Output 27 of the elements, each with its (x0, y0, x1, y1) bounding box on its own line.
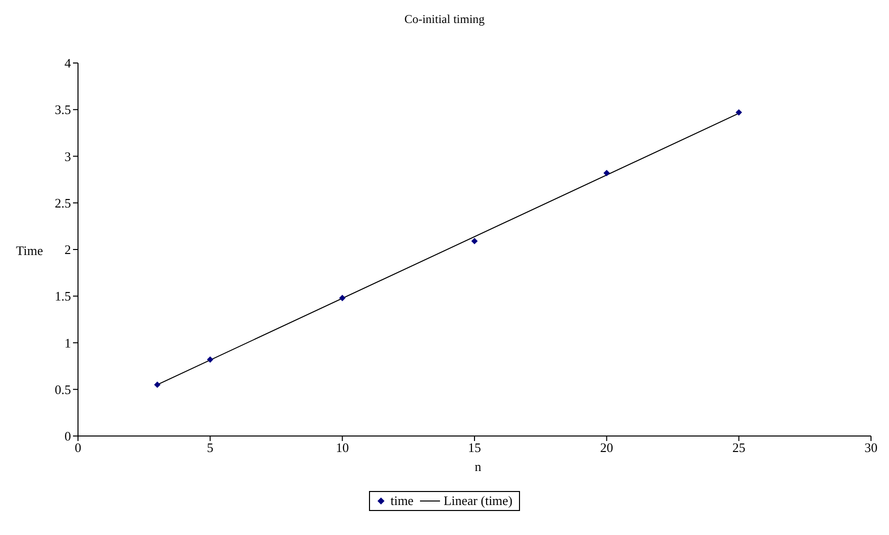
x-tick-label: 0 (74, 440, 82, 456)
x-tick-label: 25 (732, 440, 746, 456)
point (154, 382, 160, 388)
y-tick-label: 2.5 (54, 195, 71, 210)
y-tick-label: 1.5 (54, 288, 71, 304)
legend-label: Linear (time) (444, 493, 513, 509)
legend-label: time (390, 493, 414, 509)
y-axis-title: Time (16, 243, 43, 259)
x-tick-label: 10 (336, 440, 349, 456)
chart-title: Co-initial timing (403, 12, 486, 27)
x-tick-label: 5 (206, 440, 214, 456)
y-tick-label: 4 (64, 56, 72, 71)
point (339, 294, 346, 302)
x-axis-title: n (474, 459, 482, 475)
point (471, 238, 478, 244)
x-tick-label: 30 (864, 440, 878, 456)
point (603, 170, 610, 176)
y-tick-label: 1 (64, 335, 71, 350)
x-tick-label: 15 (468, 440, 481, 456)
x-tick-label: 20 (600, 440, 614, 456)
point (736, 109, 742, 116)
point (206, 356, 214, 363)
y-tick-label: 0.5 (54, 382, 71, 397)
y-tick-label: 3.5 (54, 102, 71, 118)
y-tick-label: 2 (64, 242, 71, 258)
y-tick-label: 3 (64, 148, 71, 164)
y-tick-label: 0 (64, 428, 71, 444)
